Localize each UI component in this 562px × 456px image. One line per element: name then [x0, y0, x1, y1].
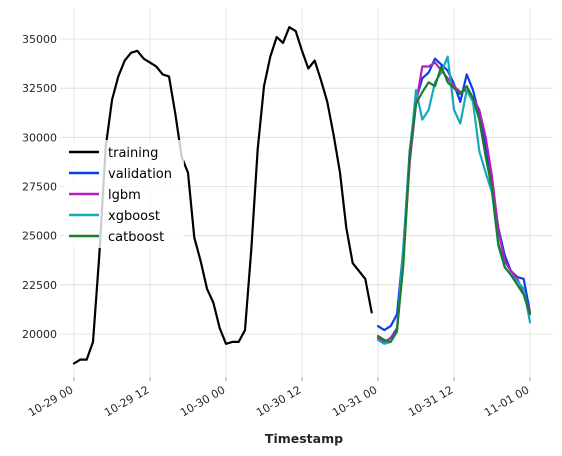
series-line-training: [72, 26, 373, 365]
x-axis-ticks: 10-29 00 10-29 12 10-30 00 10-30 12 10-31 00…: [26, 377, 532, 419]
x-tick-label: 10-29 00: [26, 383, 75, 419]
x-tick-label: 10-31 12: [406, 383, 455, 419]
legend: training validation lgbm xgboost catboost: [64, 140, 184, 248]
y-tick-label: 20000: [22, 328, 57, 341]
y-tick-label: 30000: [22, 131, 57, 144]
x-axis-title: Timestamp: [265, 431, 343, 446]
y-tick-label: 22500: [22, 279, 57, 292]
legend-label-lgbm: lgbm: [108, 188, 141, 203]
y-tick-label: 35000: [22, 33, 57, 46]
y-axis-ticks: 20000 22500 25000 27500 30000 32500 35000: [22, 33, 57, 341]
grid: [60, 8, 553, 377]
y-tick-label: 25000: [22, 230, 57, 243]
x-tick-label: 10-29 12: [102, 383, 151, 419]
x-tick-label: 10-30 12: [254, 383, 303, 419]
legend-label-training: training: [108, 146, 158, 161]
x-tick-label: 11-01 00: [482, 383, 531, 419]
x-tick-label: 10-31 00: [330, 383, 379, 419]
y-tick-label: 32500: [22, 82, 57, 95]
legend-label-catboost: catboost: [108, 230, 164, 245]
legend-label-xgboost: xgboost: [108, 209, 160, 224]
y-tick-label: 27500: [22, 181, 57, 194]
legend-label-validation: validation: [108, 167, 172, 182]
series-line-catboost: [376, 65, 532, 343]
x-tick-label: 10-30 00: [178, 383, 227, 419]
series-lines: [72, 26, 532, 365]
